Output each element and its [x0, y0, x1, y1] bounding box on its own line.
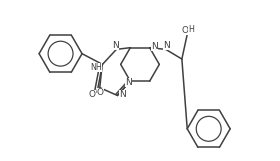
Text: O: O [97, 88, 104, 97]
Text: H: H [188, 25, 194, 34]
Text: N: N [151, 42, 158, 51]
Text: NH: NH [90, 63, 102, 72]
Text: O: O [89, 90, 96, 99]
Text: O: O [181, 26, 188, 35]
Text: N: N [119, 90, 125, 99]
Text: N: N [113, 41, 119, 50]
Text: N: N [125, 78, 132, 87]
Text: N: N [163, 41, 170, 50]
